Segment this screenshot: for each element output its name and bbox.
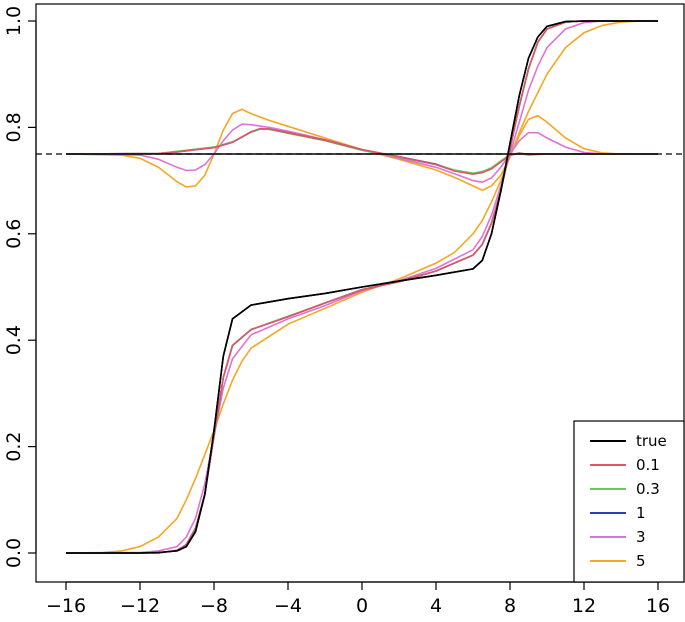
legend-label: 0.3 — [636, 480, 660, 498]
series-0-3-ratio-line — [65, 128, 658, 175]
series-1-ratio-line — [65, 128, 658, 175]
legend-label: true — [636, 432, 667, 450]
y-tick-label: 0.6 — [3, 219, 25, 249]
y-tick-label: 0.4 — [3, 325, 25, 355]
legend-box — [573, 420, 685, 583]
legend-label: 5 — [636, 552, 646, 570]
series-true-cdf-line-top — [66, 20, 658, 554]
y-tick-label: 1.0 — [3, 6, 25, 36]
legend-label: 0.1 — [636, 456, 660, 474]
x-tick-label: 4 — [430, 595, 442, 617]
x-tick-label: −4 — [274, 595, 302, 617]
series-0-1-ratio-line — [65, 127, 658, 176]
y-tick-label: 0.2 — [3, 431, 25, 461]
legend-label: 1 — [636, 504, 646, 522]
x-tick-label: 16 — [646, 595, 670, 617]
y-tick-label: 0.0 — [3, 538, 25, 568]
axes: −16 −12 −8 −4 0 4 8 12 16 0.0 0.2 0.4 0.6 0.8 1.0 — [3, 3, 685, 617]
x-tick-label: −12 — [120, 595, 160, 617]
y-tick-label: 0.8 — [3, 112, 25, 142]
x-tick-label: −8 — [200, 595, 228, 617]
legend: true 0.1 0.3 1 3 5 — [573, 420, 685, 583]
x-tick-label: 8 — [504, 595, 516, 617]
x-tick-label: −16 — [46, 595, 86, 617]
x-tick-label: 0 — [356, 595, 368, 617]
plot-region — [36, 20, 684, 554]
x-tick-label: 12 — [572, 595, 596, 617]
legend-label: 3 — [636, 528, 646, 546]
